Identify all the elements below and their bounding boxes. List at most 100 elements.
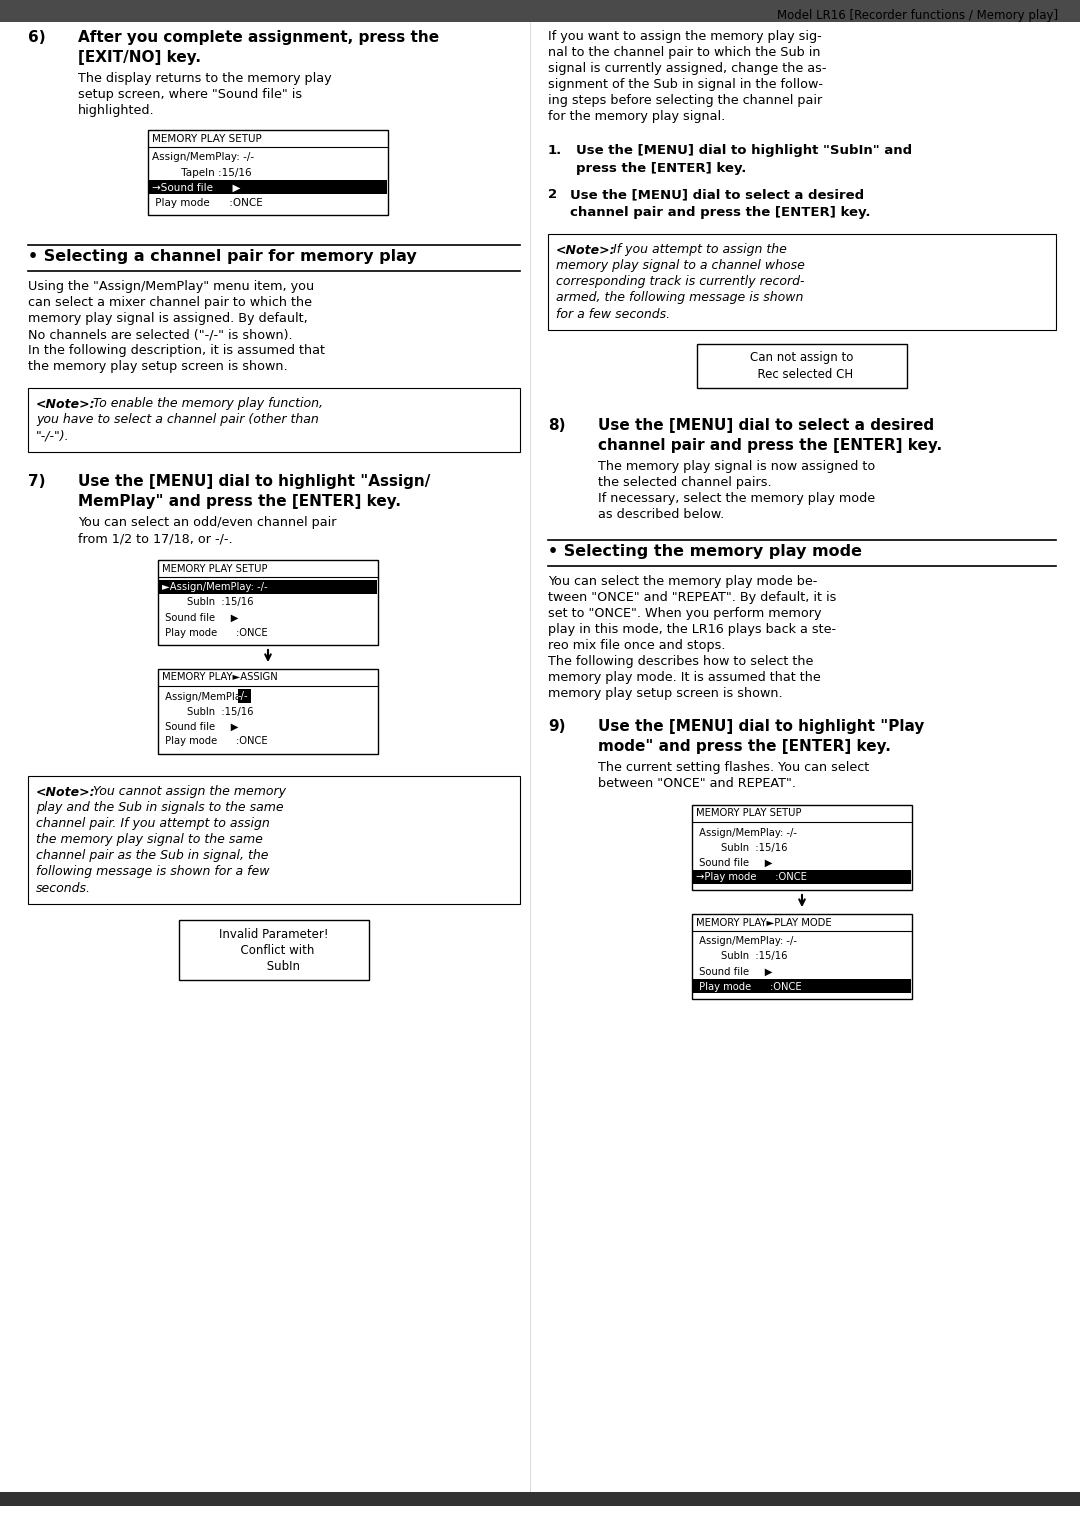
Text: SubIn  :15/16: SubIn :15/16 — [162, 707, 254, 717]
Text: 6): 6) — [28, 31, 45, 44]
Text: You can select the memory play mode be-: You can select the memory play mode be- — [548, 575, 818, 588]
Text: The current setting flashes. You can select: The current setting flashes. You can sel… — [598, 761, 869, 774]
Text: You cannot assign the memory: You cannot assign the memory — [89, 786, 286, 798]
Text: 8): 8) — [548, 418, 566, 433]
Bar — [179, 920, 369, 980]
Text: channel pair and press the [ENTER] key.: channel pair and press the [ENTER] key. — [570, 206, 870, 220]
Text: The following describes how to select the: The following describes how to select th… — [548, 655, 813, 668]
Text: 2: 2 — [548, 188, 557, 201]
Text: nal to the channel pair to which the Sub in: nal to the channel pair to which the Sub… — [548, 46, 821, 60]
Text: play in this mode, the LR16 plays back a ste-: play in this mode, the LR16 plays back a… — [548, 623, 836, 636]
Text: Use the [MENU] dial to select a desired: Use the [MENU] dial to select a desired — [598, 418, 934, 433]
Text: memory play signal is assigned. By default,: memory play signal is assigned. By defau… — [28, 311, 308, 325]
Text: The memory play signal is now assigned to: The memory play signal is now assigned t… — [598, 459, 875, 473]
Text: SubIn: SubIn — [248, 960, 300, 972]
Text: MEMORY PLAY SETUP: MEMORY PLAY SETUP — [152, 133, 261, 143]
Text: ing steps before selecting the channel pair: ing steps before selecting the channel p… — [548, 95, 822, 107]
Bar — [238, 690, 252, 703]
Text: 9): 9) — [548, 719, 566, 734]
Text: Use the [MENU] dial to highlight "SubIn" and: Use the [MENU] dial to highlight "SubIn"… — [576, 143, 913, 157]
Text: Rec selected CH: Rec selected CH — [751, 368, 853, 380]
Text: Play mode      :ONCE: Play mode :ONCE — [696, 981, 801, 992]
Text: the memory play signal to the same: the memory play signal to the same — [36, 833, 262, 847]
Bar — [697, 343, 907, 388]
Text: MEMORY PLAY►ASSIGN: MEMORY PLAY►ASSIGN — [162, 673, 278, 682]
Text: press the [ENTER] key.: press the [ENTER] key. — [576, 162, 746, 175]
Text: MEMORY PLAY SETUP: MEMORY PLAY SETUP — [696, 809, 801, 818]
Text: following message is shown for a few: following message is shown for a few — [36, 865, 270, 879]
Text: corresponding track is currently record-: corresponding track is currently record- — [556, 276, 805, 288]
Text: →Play mode      :ONCE: →Play mode :ONCE — [696, 873, 807, 882]
Text: No channels are selected ("-/-" is shown).: No channels are selected ("-/-" is shown… — [28, 328, 293, 340]
Text: Assign/MemPlay:: Assign/MemPlay: — [162, 691, 253, 702]
Bar — [28, 388, 519, 452]
Text: the selected channel pairs.: the selected channel pairs. — [598, 476, 771, 488]
Text: SubIn  :15/16: SubIn :15/16 — [696, 842, 787, 853]
Text: Using the "Assign/MemPlay" menu item, you: Using the "Assign/MemPlay" menu item, yo… — [28, 279, 314, 293]
Text: between "ONCE" and REPEAT".: between "ONCE" and REPEAT". — [598, 777, 796, 790]
Text: you have to select a channel pair (other than: you have to select a channel pair (other… — [36, 414, 319, 426]
Bar — [692, 914, 912, 1000]
Text: Sound file     ▶: Sound file ▶ — [696, 858, 772, 867]
Text: To enable the memory play function,: To enable the memory play function, — [89, 397, 323, 410]
Bar — [692, 806, 912, 890]
Bar — [693, 870, 912, 884]
Text: TapeIn :15/16: TapeIn :15/16 — [152, 168, 252, 177]
Text: from 1/2 to 17/18, or -/-.: from 1/2 to 17/18, or -/-. — [78, 533, 232, 545]
Text: Sound file     ▶: Sound file ▶ — [162, 722, 239, 731]
Text: The display returns to the memory play: The display returns to the memory play — [78, 72, 332, 85]
Text: Assign/MemPlay: -/-: Assign/MemPlay: -/- — [696, 827, 797, 838]
Text: tween "ONCE" and "REPEAT". By default, it is: tween "ONCE" and "REPEAT". By default, i… — [548, 591, 836, 604]
Text: "-/-").: "-/-"). — [36, 429, 69, 443]
Text: setup screen, where "Sound file" is: setup screen, where "Sound file" is — [78, 89, 302, 101]
Text: You can select an odd/even channel pair: You can select an odd/even channel pair — [78, 516, 337, 530]
Bar — [0, 0, 1080, 21]
Text: play and the Sub in signals to the same: play and the Sub in signals to the same — [36, 801, 284, 815]
Text: Invalid Parameter!: Invalid Parameter! — [219, 928, 328, 940]
Text: After you complete assignment, press the: After you complete assignment, press the — [78, 31, 440, 44]
Text: Sound file     ▶: Sound file ▶ — [162, 612, 239, 623]
Text: memory play signal to a channel whose: memory play signal to a channel whose — [556, 259, 805, 273]
Bar — [158, 668, 378, 754]
Text: set to "ONCE". When you perform memory: set to "ONCE". When you perform memory — [548, 607, 822, 620]
Text: -/-: -/- — [238, 691, 248, 702]
Text: MEMORY PLAY►PLAY MODE: MEMORY PLAY►PLAY MODE — [696, 917, 832, 928]
Text: <Note>:: <Note>: — [36, 397, 96, 410]
Text: channel pair and press the [ENTER] key.: channel pair and press the [ENTER] key. — [598, 438, 942, 453]
Text: channel pair as the Sub in signal, the: channel pair as the Sub in signal, the — [36, 850, 269, 862]
Bar — [149, 180, 387, 194]
Text: If you attempt to assign the: If you attempt to assign the — [609, 244, 787, 256]
Text: 1.: 1. — [548, 143, 563, 157]
Bar — [159, 580, 377, 594]
Bar — [158, 560, 378, 645]
Bar — [0, 1492, 1080, 1506]
Text: Use the [MENU] dial to highlight "Play: Use the [MENU] dial to highlight "Play — [598, 719, 924, 734]
Text: memory play setup screen is shown.: memory play setup screen is shown. — [548, 687, 783, 700]
Text: mode" and press the [ENTER] key.: mode" and press the [ENTER] key. — [598, 739, 891, 754]
Text: armed, the following message is shown: armed, the following message is shown — [556, 291, 804, 305]
Text: the memory play setup screen is shown.: the memory play setup screen is shown. — [28, 360, 287, 372]
Bar — [28, 777, 519, 903]
Text: Assign/MemPlay: -/-: Assign/MemPlay: -/- — [152, 153, 254, 162]
Text: MemPlay" and press the [ENTER] key.: MemPlay" and press the [ENTER] key. — [78, 494, 401, 510]
Text: Model LR16 [Recorder functions / Memory play]: Model LR16 [Recorder functions / Memory … — [777, 9, 1058, 23]
Text: highlighted.: highlighted. — [78, 104, 154, 118]
Text: Conflict with: Conflict with — [233, 943, 314, 957]
Text: SubIn  :15/16: SubIn :15/16 — [162, 598, 254, 607]
Text: • Selecting the memory play mode: • Selecting the memory play mode — [548, 543, 862, 559]
Text: [EXIT/NO] key.: [EXIT/NO] key. — [78, 50, 201, 66]
Text: channel pair. If you attempt to assign: channel pair. If you attempt to assign — [36, 818, 270, 830]
Text: reo mix file once and stops.: reo mix file once and stops. — [548, 639, 726, 652]
Text: as described below.: as described below. — [598, 508, 725, 520]
Bar — [548, 233, 1056, 330]
Text: If necessary, select the memory play mode: If necessary, select the memory play mod… — [598, 491, 875, 505]
Text: seconds.: seconds. — [36, 882, 91, 894]
Bar — [693, 980, 912, 993]
Text: Play mode      :ONCE: Play mode :ONCE — [162, 737, 268, 746]
Text: for the memory play signal.: for the memory play signal. — [548, 110, 726, 124]
Text: • Selecting a channel pair for memory play: • Selecting a channel pair for memory pl… — [28, 249, 417, 264]
Text: Assign/MemPlay: -/-: Assign/MemPlay: -/- — [696, 937, 797, 946]
Text: signal is currently assigned, change the as-: signal is currently assigned, change the… — [548, 63, 826, 75]
Text: In the following description, it is assumed that: In the following description, it is assu… — [28, 343, 325, 357]
Text: memory play mode. It is assumed that the: memory play mode. It is assumed that the — [548, 671, 821, 684]
